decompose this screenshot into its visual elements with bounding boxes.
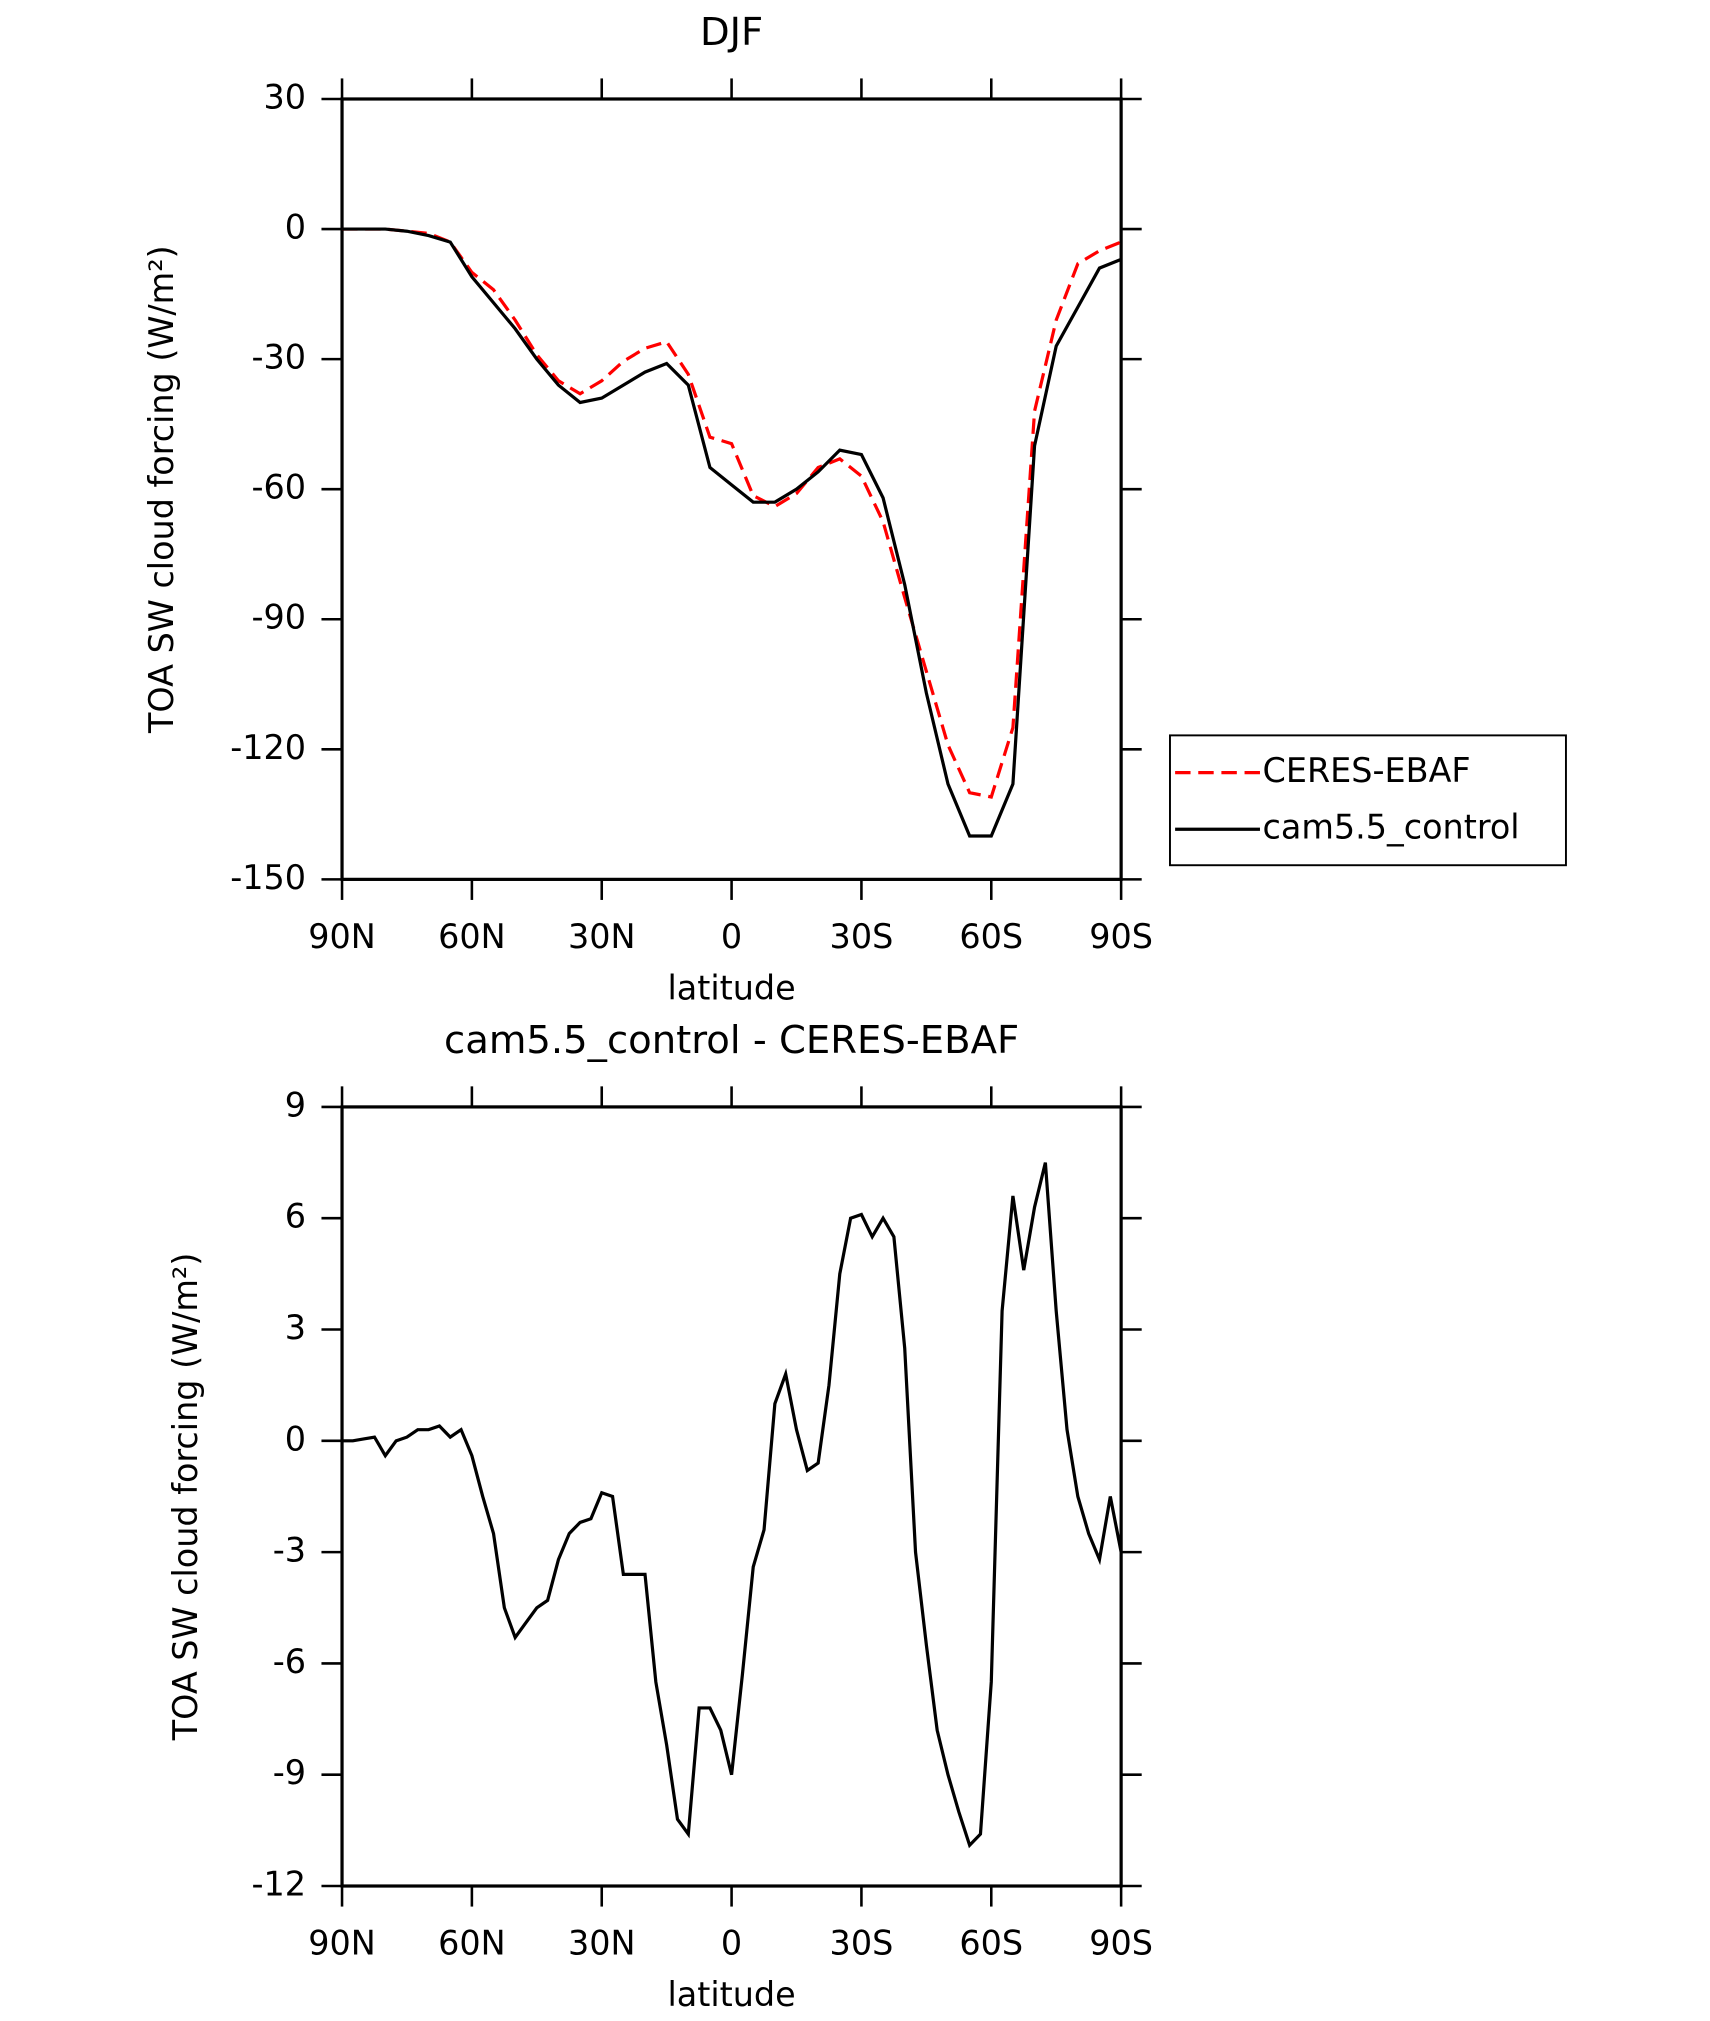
y-tick-label: -30	[251, 338, 306, 377]
data-line	[342, 1162, 1123, 1849]
chart-title: DJF	[700, 10, 763, 55]
y-tick-label: 30	[264, 77, 307, 116]
y-tick-label: 0	[285, 208, 306, 247]
y-tick-label: 0	[285, 1419, 306, 1458]
y-axis-label: TOA SW cloud forcing (W/m²)	[166, 1253, 205, 1742]
x-tick-label: 60N	[438, 1924, 506, 1963]
y-tick-label: -150	[230, 858, 306, 897]
y-tick-label: -3	[273, 1531, 306, 1570]
y-tick-label: -6	[273, 1642, 306, 1681]
x-tick-label: 30N	[568, 917, 636, 956]
x-tick-label: 90S	[1089, 1924, 1153, 1963]
y-tick-label: -60	[251, 468, 306, 507]
x-tick-label: 60S	[959, 917, 1023, 956]
plot-frame	[340, 1105, 1123, 1888]
x-tick-label: 30N	[568, 1924, 636, 1963]
x-tick-label: 0	[721, 917, 742, 956]
x-tick-label: 90N	[308, 1924, 376, 1963]
data-line	[342, 227, 1122, 838]
x-tick-label: 60S	[959, 1924, 1023, 1963]
legend-box	[1169, 734, 1567, 867]
data-line	[342, 227, 1122, 799]
x-tick-label: 60N	[438, 917, 506, 956]
x-tick-label: 0	[721, 1924, 742, 1963]
chart-title: cam5.5_control - CERES-EBAF	[444, 1018, 1019, 1063]
y-tick-label: -120	[230, 728, 306, 767]
x-axis-label: latitude	[667, 968, 795, 1007]
x-axis-label: latitude	[667, 1975, 795, 2014]
y-tick-label: -12	[251, 1865, 306, 1904]
y-tick-label: 9	[285, 1085, 306, 1124]
y-axis-label: TOA SW cloud forcing (W/m²)	[142, 245, 181, 734]
legend-label: CERES-EBAF	[1263, 751, 1471, 790]
x-tick-label: 30S	[830, 1924, 894, 1963]
x-tick-label: 90S	[1089, 917, 1153, 956]
x-tick-label: 30S	[830, 917, 894, 956]
plot-frame	[340, 97, 1123, 881]
x-tick-label: 90N	[308, 917, 376, 956]
y-tick-label: -9	[273, 1753, 306, 1792]
y-tick-label: -90	[251, 598, 306, 637]
legend-label: cam5.5_control	[1263, 808, 1520, 847]
y-tick-label: 3	[285, 1308, 306, 1347]
y-tick-label: 6	[285, 1197, 306, 1236]
